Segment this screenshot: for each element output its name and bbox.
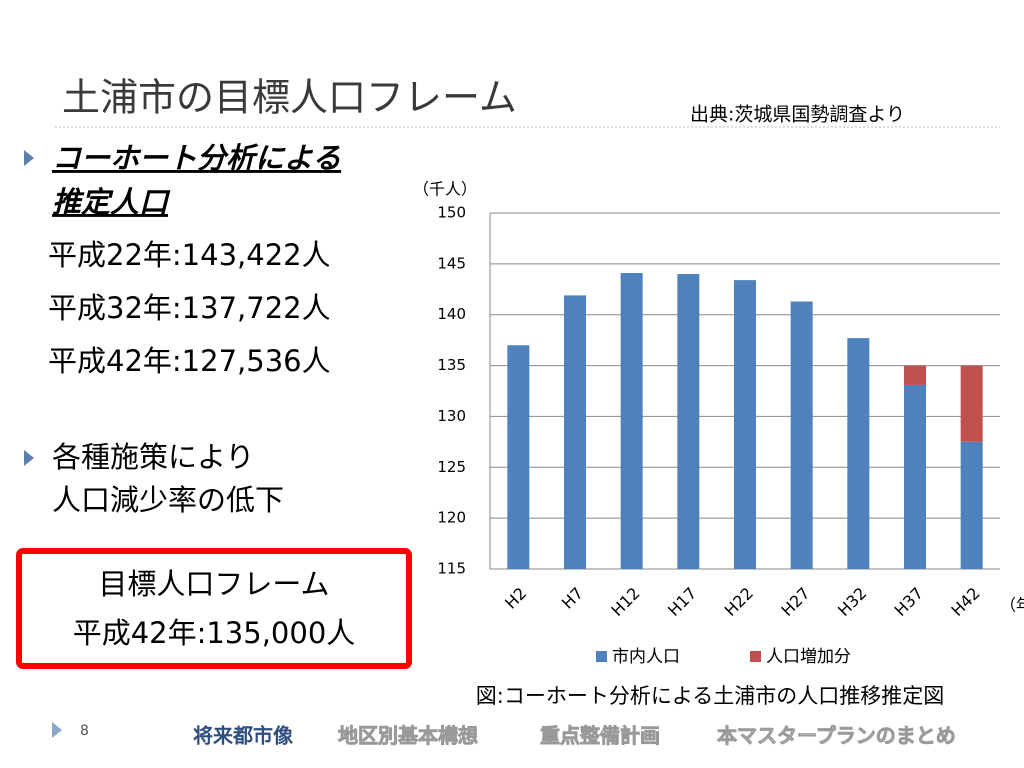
bar — [677, 274, 700, 569]
target-text: 平成42年:135,000人 — [73, 616, 356, 650]
y-tick-label: 125 — [437, 458, 466, 476]
y-tick-label: 150 — [437, 204, 466, 222]
legend-label: 市内人口 — [612, 647, 680, 667]
y-tick-label: 135 — [437, 356, 466, 374]
target-box — [16, 548, 412, 669]
bar — [790, 301, 813, 569]
bar — [507, 345, 530, 569]
x-tick-label: H2 — [501, 584, 530, 613]
x-tick-label: H12 — [607, 584, 643, 620]
bar — [904, 384, 926, 569]
footer-nav[interactable]: 地区別基本構想 — [338, 723, 479, 748]
bullet-icon — [24, 450, 34, 466]
bar — [960, 441, 983, 569]
bar — [734, 280, 756, 569]
bullet-text: 各種施策により — [52, 440, 254, 474]
y-tick-label: 140 — [437, 305, 466, 323]
x-tick-label: H32 — [834, 584, 870, 620]
bar — [564, 295, 586, 569]
x-tick-label: H37 — [891, 584, 927, 620]
bar — [847, 338, 870, 569]
y-tick-label: 130 — [437, 407, 466, 425]
footer-nav[interactable]: 重点整備計画 — [540, 723, 661, 748]
x-tick-label: H7 — [558, 584, 587, 613]
slide-title: 土浦市の目標人口フレーム — [62, 76, 517, 120]
legend-label: 人口増加分 — [766, 647, 851, 667]
footer-nav[interactable]: 将来都市像 — [193, 724, 294, 748]
x-tick-label: H27 — [777, 584, 813, 620]
estimate: 平成42年:127,536人 — [48, 344, 331, 378]
legend-swatch — [750, 651, 761, 662]
target-text: 目標人口フレーム — [98, 567, 329, 601]
bar — [904, 365, 926, 385]
footer-icon — [52, 722, 62, 738]
x-tick-label: H22 — [721, 584, 757, 620]
y-tick-label: 145 — [437, 254, 466, 272]
source: 出典:茨城県国勢調査より — [690, 104, 905, 126]
y-tick-label: 120 — [437, 509, 466, 527]
bullet-text: コーホート分析による — [52, 141, 341, 175]
bullet-text: 推定人口 — [52, 185, 171, 219]
caption: 図:コーホート分析による土浦市の人口推移推定図 — [476, 684, 944, 708]
bar — [620, 273, 643, 569]
bullet-icon — [24, 150, 34, 166]
bullet-text: 人口減少率の低下 — [52, 483, 284, 517]
x-tick-label: H42 — [947, 584, 983, 620]
estimate: 平成32年:137,722人 — [48, 291, 331, 325]
page-number: 8 — [80, 723, 89, 739]
y-axis-label: （千人） — [413, 180, 477, 199]
x-axis-label: （年） — [1000, 596, 1024, 615]
bar — [960, 365, 983, 442]
estimate: 平成22年:143,422人 — [48, 238, 331, 272]
y-tick-label: 115 — [437, 560, 466, 578]
footer-nav[interactable]: 本マスタープランのまとめ — [717, 723, 957, 748]
x-tick-label: H17 — [664, 584, 700, 620]
legend-swatch — [596, 651, 607, 662]
